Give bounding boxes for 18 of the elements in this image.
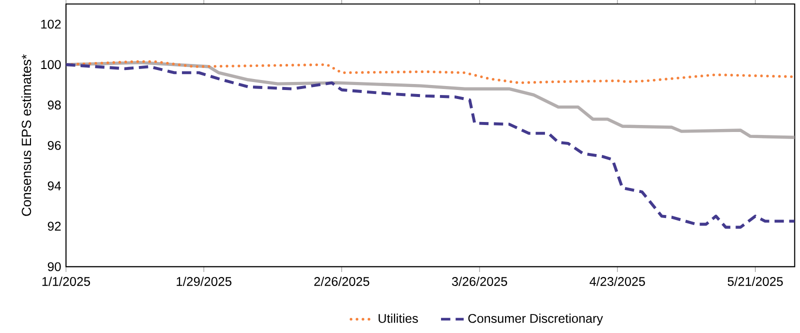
y-tick-label: 90 [48, 262, 61, 272]
x-tick-label: 2/26/2025 [314, 276, 370, 286]
y-tick-label: 98 [48, 100, 61, 110]
line-series [66, 61, 795, 139]
line-series [66, 63, 795, 229]
legend-label: Consumer Discretionary [468, 314, 603, 326]
y-tick-label: 94 [48, 181, 61, 190]
legend-label: Utilities [378, 314, 418, 323]
y-tick-label: 100 [41, 60, 61, 70]
y-tick-label: 92 [48, 222, 61, 231]
x-tick-label: 1/29/2025 [176, 276, 232, 286]
x-tick-label: 5/21/2025 [728, 276, 783, 286]
x-tick-label: 1/1/2025 [42, 276, 90, 286]
x-tick-label: 4/23/2025 [590, 276, 645, 286]
y-tick-label: 102 [41, 20, 61, 29]
x-tick-label: 3/26/2025 [452, 276, 508, 286]
y-axis-title: Consensus EPS estimates* [21, 54, 32, 216]
y-tick-label: 96 [48, 140, 61, 150]
